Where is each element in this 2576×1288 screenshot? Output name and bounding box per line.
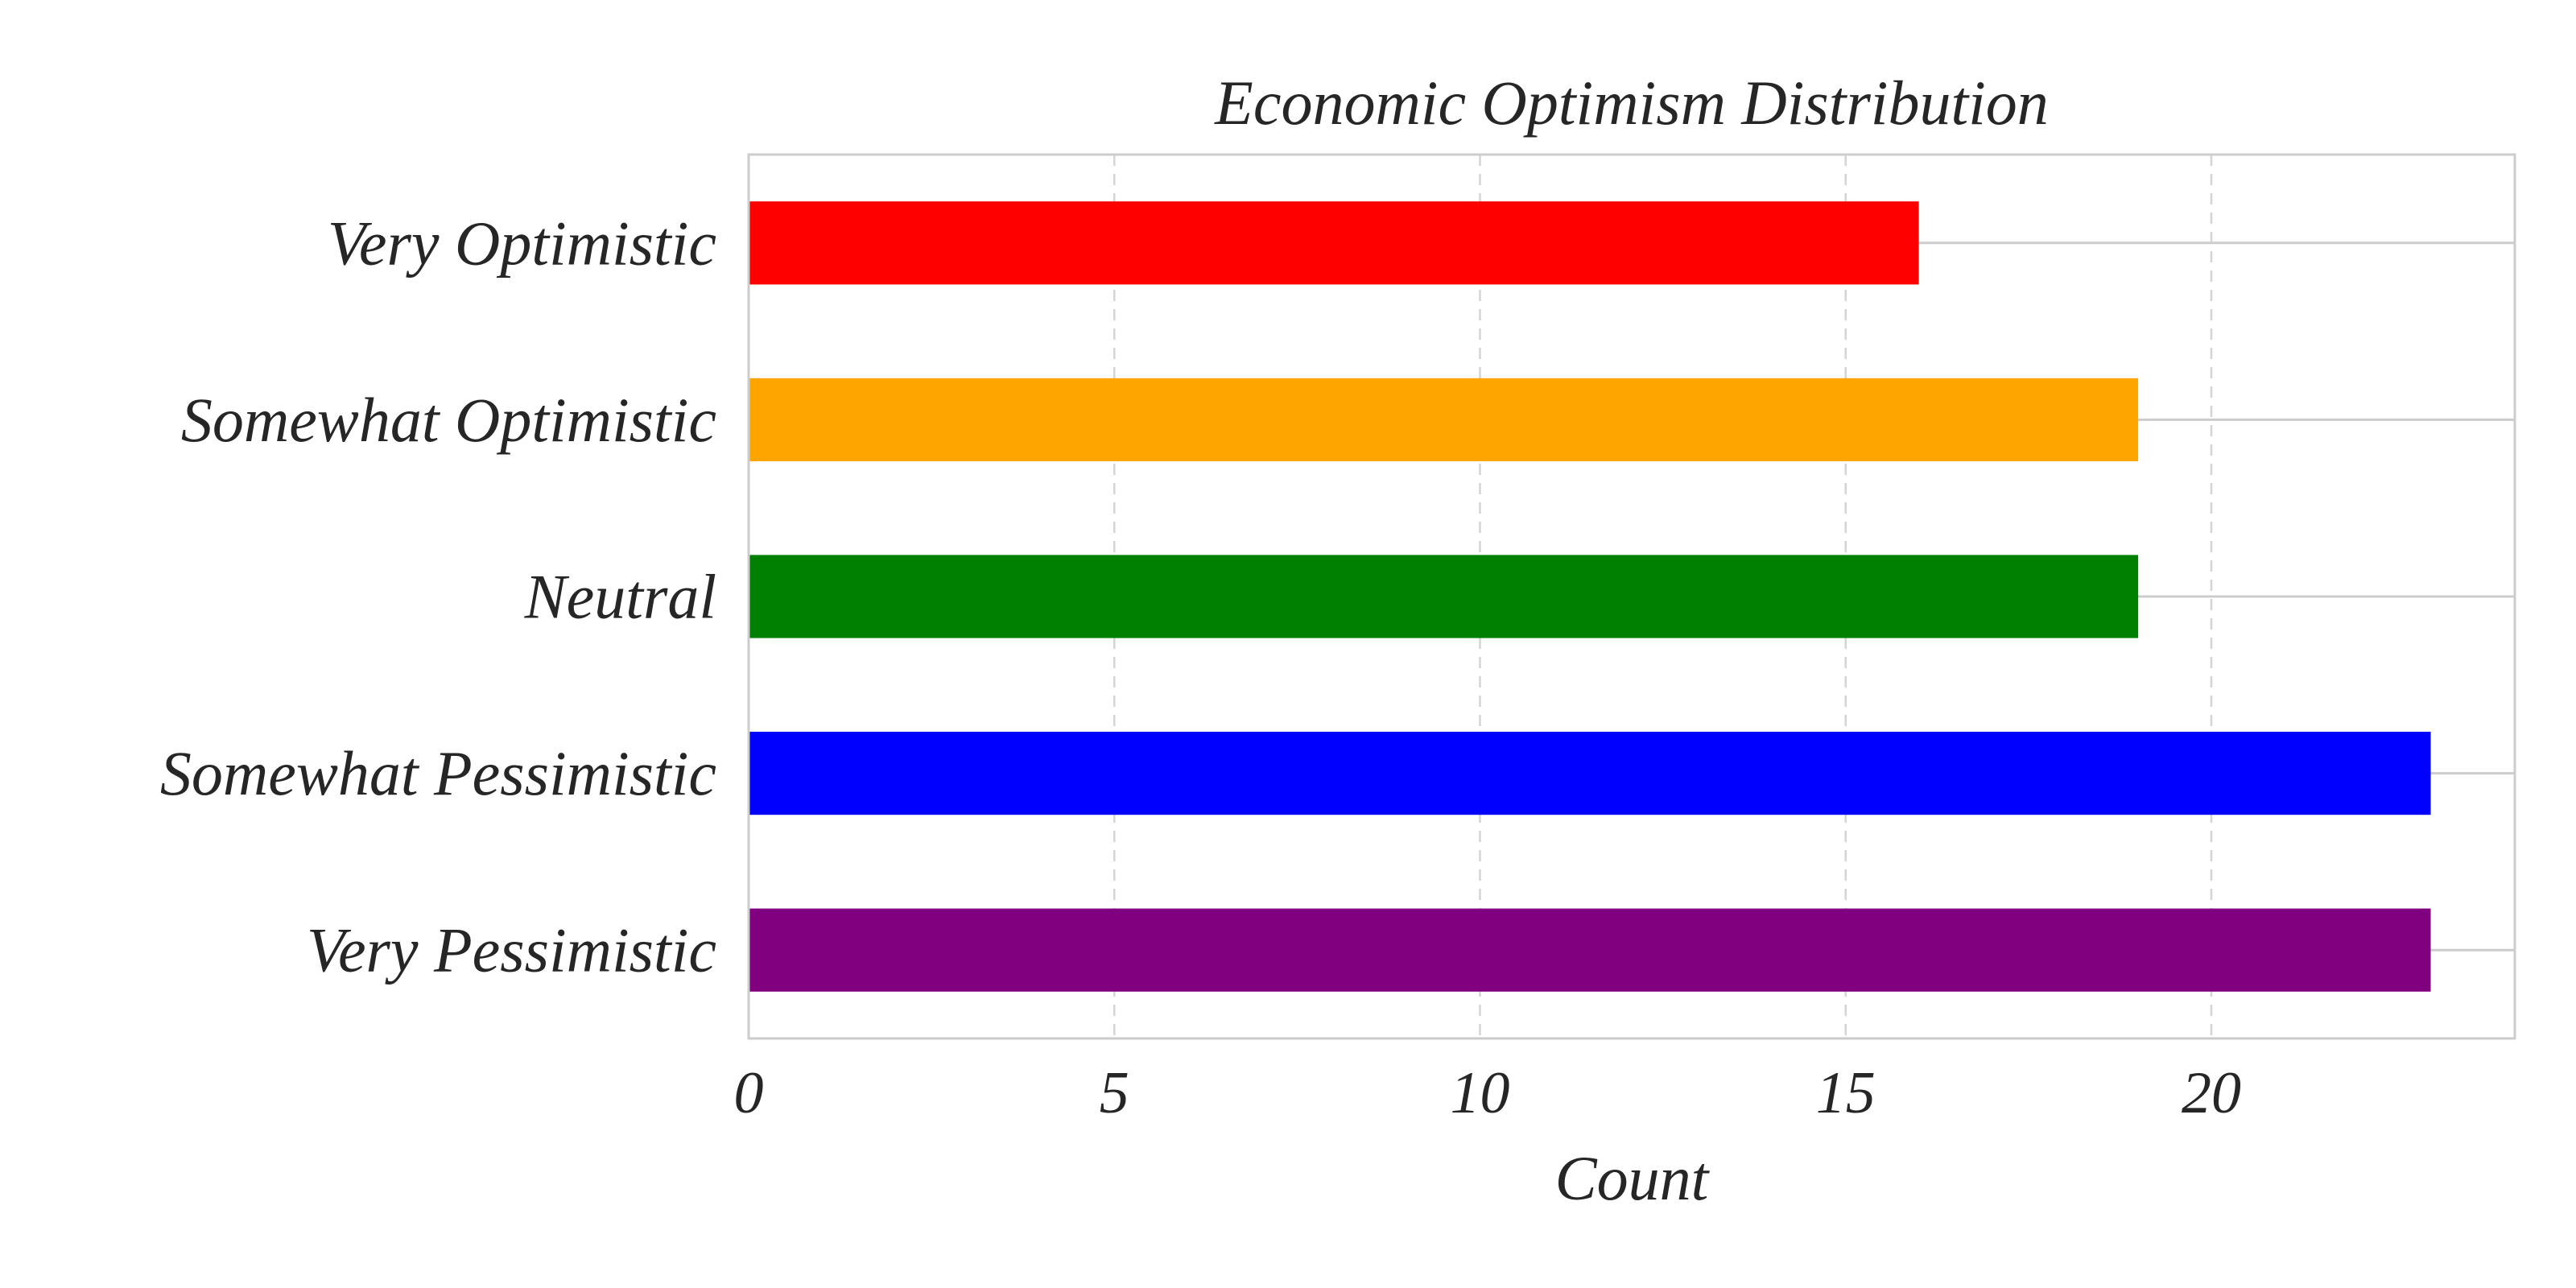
x-tick-label: 15	[1816, 1060, 1876, 1126]
bar	[749, 555, 2139, 638]
x-tick-label: 5	[1100, 1060, 1129, 1126]
bar	[749, 731, 2431, 815]
category-label: Somewhat Optimistic	[181, 385, 716, 455]
x-tick-labels: 0 5 10 15 20	[734, 1060, 2241, 1126]
bars	[749, 201, 2431, 992]
x-tick-label: 0	[734, 1060, 764, 1126]
category-label: Somewhat Pessimistic	[160, 738, 716, 808]
category-label: Very Pessimistic	[307, 915, 716, 985]
plot-frame	[747, 153, 2516, 1040]
category-labels: Very Pessimistic Somewhat Pessimistic Neut…	[160, 208, 716, 985]
x-tick-label: 20	[2182, 1060, 2241, 1126]
category-label: Very Optimistic	[328, 208, 716, 278]
bar	[749, 908, 2431, 992]
x-axis-label: Count	[1555, 1143, 1711, 1213]
category-label: Neutral	[524, 562, 716, 632]
bar	[749, 378, 2139, 462]
x-tick-label: 10	[1450, 1060, 1509, 1126]
chart-title: Economic Optimism Distribution	[1214, 68, 2049, 138]
bar	[749, 201, 1919, 285]
